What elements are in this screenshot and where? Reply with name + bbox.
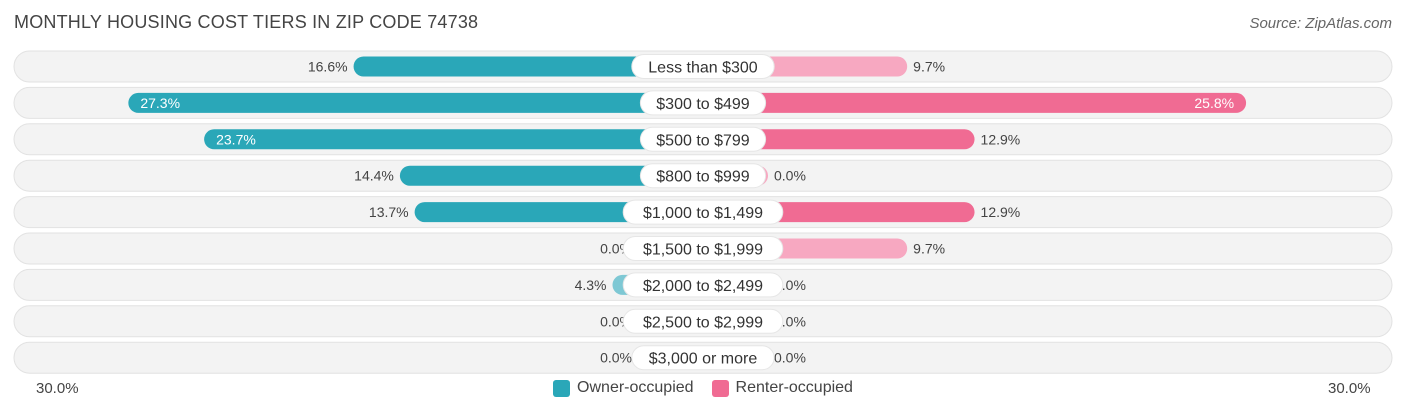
category-label: $500 to $799 [656, 132, 750, 149]
category-label: $1,000 to $1,499 [643, 205, 763, 222]
category-pill [639, 90, 767, 116]
category-label: $2,500 to $2,999 [643, 314, 763, 331]
owner-bar [204, 129, 704, 150]
owner-bar [128, 92, 703, 113]
renter-value-label: 0.0% [774, 168, 806, 184]
renter-value-label: 12.9% [981, 204, 1021, 220]
owner-value-label: 4.3% [575, 277, 607, 293]
legend-item-renter: Renter-occupied [711, 379, 853, 397]
owner-value-label: 27.3% [140, 95, 180, 111]
category-pill [622, 308, 784, 334]
legend-item-owner: Owner-occupied [553, 379, 694, 397]
renter-value-label: 12.9% [981, 131, 1021, 147]
owner-value-label: 23.7% [216, 131, 256, 147]
category-pill [622, 199, 784, 225]
category-label: $1,500 to $1,999 [643, 242, 763, 259]
legend-swatch-owner [553, 379, 571, 397]
renter-value-label: 9.7% [913, 59, 945, 75]
category-pill [622, 272, 784, 298]
category-pill [631, 54, 775, 79]
legend-label-owner: Owner-occupied [577, 379, 694, 396]
chart-title: MONTHLY HOUSING COST TIERS IN ZIP CODE 7… [14, 12, 479, 32]
owner-bar [353, 56, 703, 77]
axis-left-label: 30.0% [36, 380, 79, 397]
category-pill [622, 236, 784, 261]
renter-value-label: 9.7% [913, 241, 945, 257]
renter-value-label: 0.0% [774, 350, 806, 366]
category-pill [639, 126, 767, 152]
owner-value-label: 0.0% [600, 350, 632, 366]
legend-swatch-renter [711, 379, 729, 397]
legend: Owner-occupied Renter-occupied [0, 379, 1406, 397]
category-pill [639, 163, 767, 189]
owner-value-label: 13.7% [369, 204, 409, 220]
renter-bar [703, 92, 1247, 113]
category-label: $3,000 or more [649, 351, 758, 368]
legend-label-renter: Renter-occupied [735, 379, 853, 396]
renter-bar [703, 129, 975, 150]
category-label: Less than $300 [648, 60, 758, 77]
source-label: Source: ZipAtlas.com [1249, 15, 1392, 32]
category-label: $300 to $499 [656, 96, 750, 113]
category-label: $800 to $999 [656, 169, 750, 186]
owner-value-label: 14.4% [354, 168, 394, 184]
axis-right-label: 30.0% [1328, 380, 1371, 397]
owner-value-label: 16.6% [308, 59, 348, 75]
owner-bar [399, 165, 703, 186]
category-label: $2,000 to $2,499 [643, 278, 763, 295]
category-pill [631, 345, 775, 371]
renter-value-label: 25.8% [1194, 95, 1234, 111]
